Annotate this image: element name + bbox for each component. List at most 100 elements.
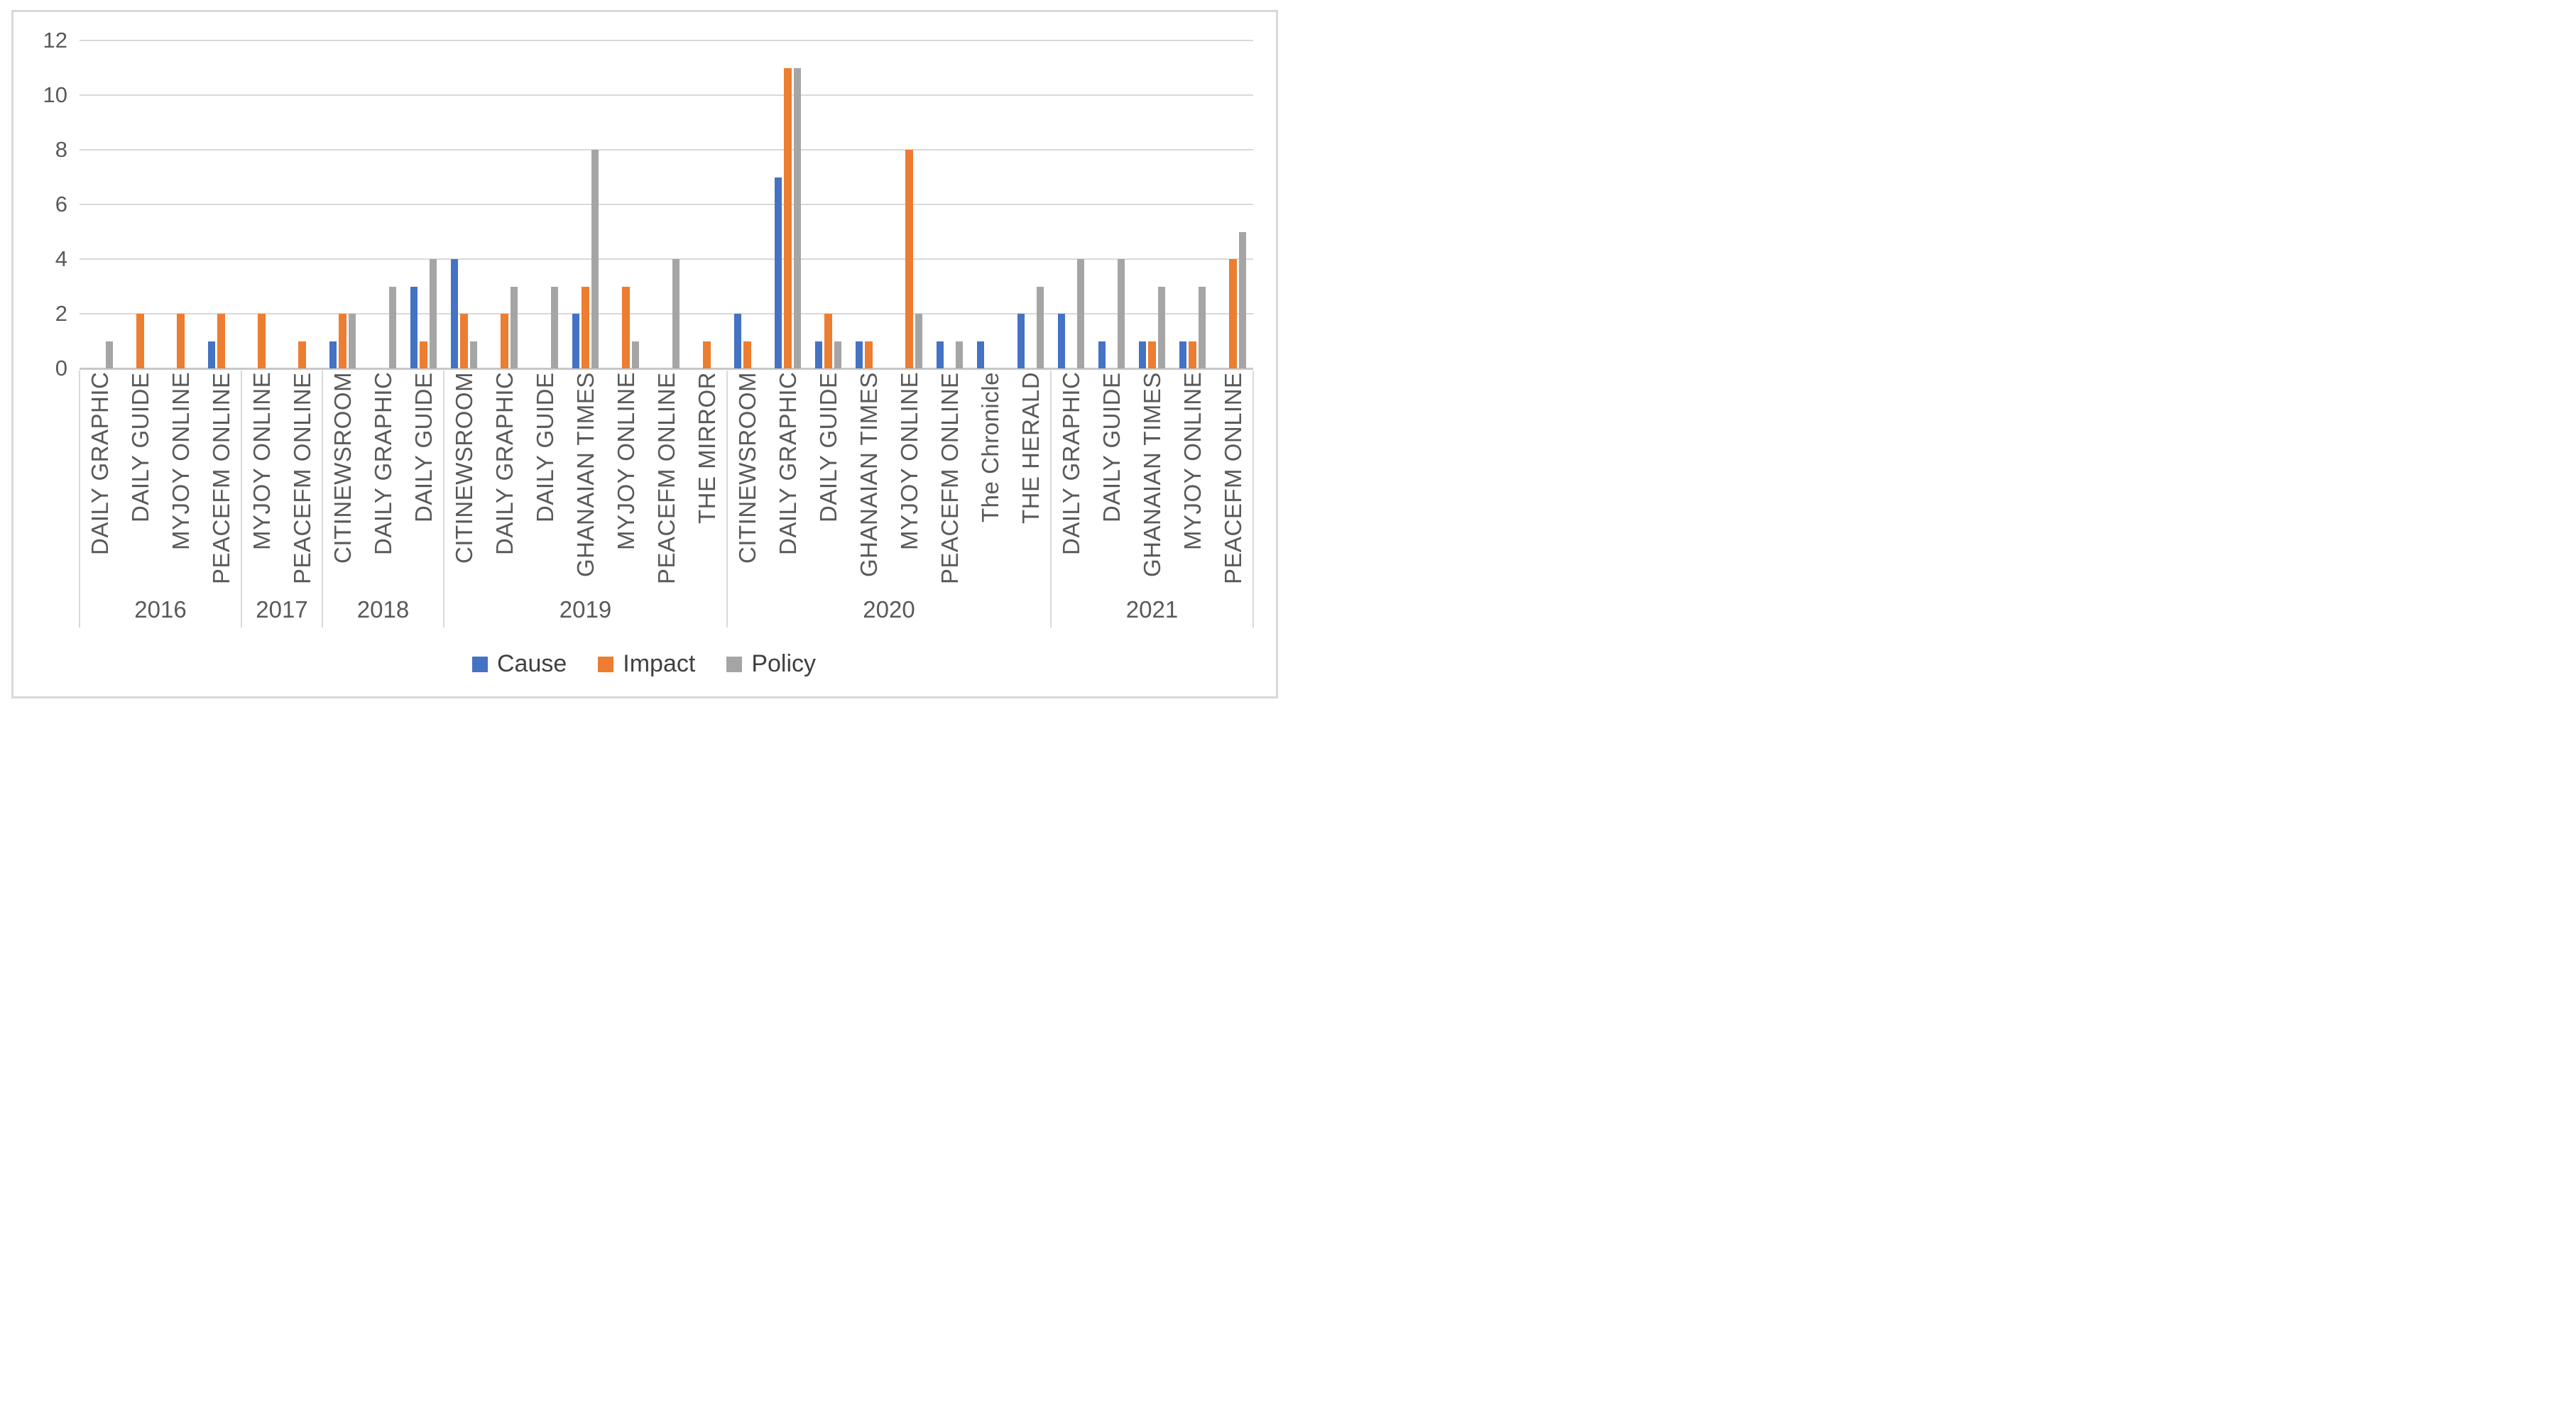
year-group-2019: [444, 40, 727, 368]
legend-label-impact: Impact: [623, 650, 696, 677]
category-slot: [687, 40, 727, 368]
category-slot: [970, 40, 1010, 368]
y-tick-label-4: 4: [55, 246, 67, 271]
y-tick-label-8: 8: [55, 137, 67, 162]
policy-bar: [105, 341, 114, 368]
category-label: DAILY GUIDE: [410, 372, 437, 522]
cause-bar: [774, 177, 782, 368]
policy-bar: [550, 286, 559, 368]
policy-bar: [793, 67, 802, 368]
impact-bar: [217, 314, 225, 368]
group-separator: [1050, 371, 1052, 627]
policy-bar: [1076, 259, 1085, 368]
policy-bar: [834, 341, 842, 368]
policy-bar: [469, 341, 478, 368]
impact-bar: [622, 286, 630, 368]
category-slot: [80, 40, 120, 368]
cause-bar: [1179, 341, 1187, 368]
cause-bar: [814, 341, 823, 368]
category-slot: [1213, 40, 1253, 368]
category-slot: [403, 40, 444, 368]
impact-bar: [703, 341, 711, 368]
x-axis-line: [80, 368, 1253, 370]
year-group-2020: [727, 40, 1051, 368]
year-label-2016: 2016: [134, 596, 187, 623]
category-label: DAILY GUIDE: [126, 372, 153, 522]
impact-bar: [824, 314, 832, 368]
year-label-2017: 2017: [256, 596, 308, 623]
legend-item-policy: Policy: [726, 650, 816, 678]
category-label: CITINEWSROOM: [733, 372, 760, 564]
impact-bar: [784, 67, 792, 368]
impact-bar: [1229, 259, 1237, 368]
category-label: MYJOY ONLINE: [612, 372, 639, 551]
category-label: DAILY GRAPHIC: [774, 372, 801, 556]
year-group-2021: [1051, 40, 1253, 368]
impact-bar: [865, 341, 873, 368]
policy-bar: [631, 341, 640, 368]
y-gridline-8: [80, 149, 1253, 150]
cause-bar: [976, 341, 985, 368]
category-label: PEACEFM ONLINE: [288, 372, 315, 584]
category-label: GHANAIAN TIMES: [572, 372, 599, 577]
legend-item-impact: Impact: [598, 650, 695, 678]
impact-bar: [258, 314, 266, 368]
y-gridline-4: [80, 258, 1253, 260]
category-slot: [646, 40, 687, 368]
cause-bar: [733, 314, 742, 368]
policy-bar: [348, 314, 356, 368]
policy-bar: [591, 150, 599, 368]
category-slot: [1132, 40, 1172, 368]
legend-item-cause: Cause: [471, 650, 567, 678]
category-slot: [282, 40, 322, 368]
impact-bar: [501, 314, 508, 368]
group-separator: [322, 371, 323, 627]
category-slot: [1010, 40, 1051, 368]
cause-bar: [207, 341, 216, 368]
policy-bar: [1198, 286, 1206, 368]
category-label: DAILY GUIDE: [1098, 372, 1125, 522]
policy-bar: [429, 259, 437, 368]
y-gridline-10: [80, 94, 1253, 96]
impact-bar: [1148, 341, 1156, 368]
legend: Cause Impact Policy: [0, 650, 1288, 678]
bars-layer: [80, 40, 1253, 368]
category-slot: [727, 40, 768, 368]
category-label: GHANAIAN TIMES: [855, 372, 882, 577]
legend-swatch-impact-icon: [598, 656, 614, 672]
year-label-2019: 2019: [559, 596, 612, 623]
policy-bar: [510, 286, 518, 368]
cause-bar: [936, 341, 944, 368]
policy-bar: [388, 286, 397, 368]
group-separator: [79, 371, 80, 627]
cause-bar: [450, 259, 459, 368]
y-tick-label-6: 6: [55, 192, 67, 217]
category-label: CITINEWSROOM: [450, 372, 477, 564]
legend-swatch-policy-icon: [726, 656, 743, 672]
group-separator: [241, 371, 242, 627]
category-label: DAILY GRAPHIC: [86, 372, 113, 556]
legend-label-policy: Policy: [751, 650, 817, 677]
group-separator: [443, 371, 444, 627]
category-slot: [808, 40, 848, 368]
impact-bar: [905, 150, 913, 368]
policy-bar: [955, 341, 964, 368]
legend-label-cause: Cause: [496, 650, 567, 677]
impact-bar: [1189, 341, 1196, 368]
category-label: MYJOY ONLINE: [167, 372, 194, 551]
category-label: THE MIRROR: [693, 372, 720, 524]
category-slot: [1091, 40, 1132, 368]
category-label: DAILY GRAPHIC: [491, 372, 518, 556]
year-label-2018: 2018: [356, 596, 410, 623]
category-slot: [160, 40, 201, 368]
category-slot: [322, 40, 363, 368]
y-tick-label-2: 2: [55, 301, 67, 326]
year-label-2021: 2021: [1125, 596, 1179, 623]
cause-bar: [1138, 341, 1147, 368]
category-label: CITINEWSROOM: [329, 372, 356, 564]
cause-bar: [1017, 314, 1025, 368]
category-slot: [444, 40, 484, 368]
category-label: MYJOY ONLINE: [248, 372, 275, 551]
category-label: MYJOY ONLINE: [1179, 372, 1206, 551]
y-gridline-12: [80, 40, 1253, 41]
